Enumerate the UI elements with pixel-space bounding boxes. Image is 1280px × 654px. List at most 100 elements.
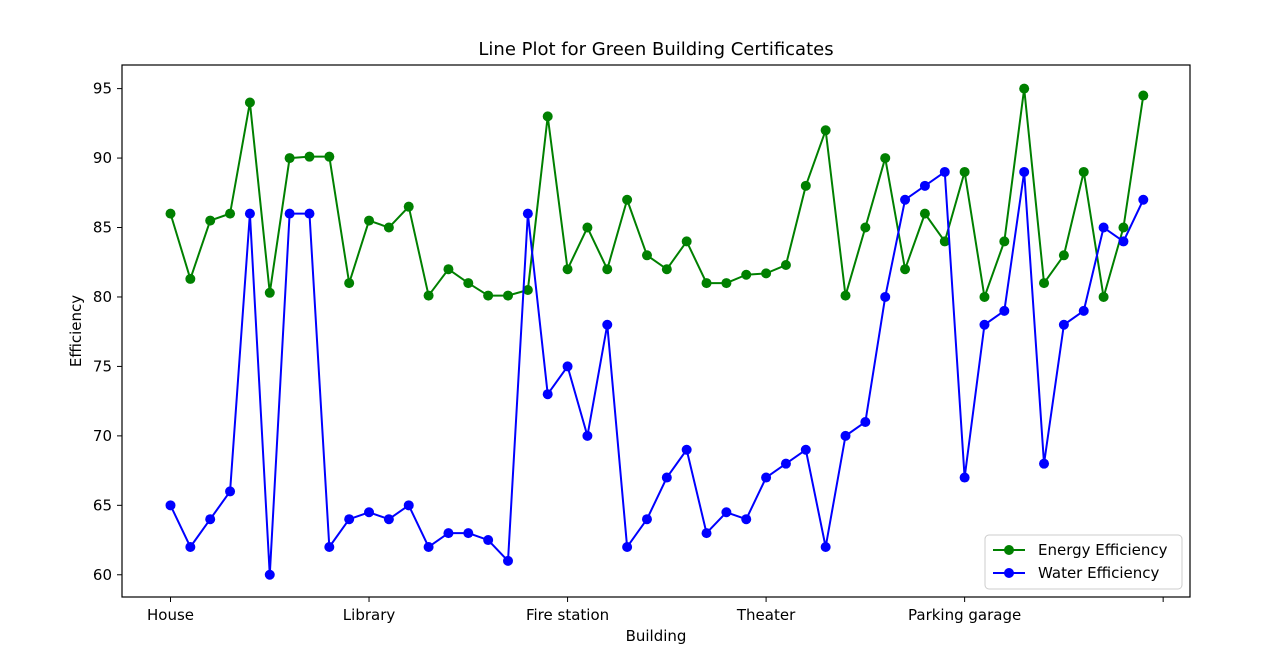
- data-point: [542, 111, 553, 122]
- plot-area-frame: [121, 64, 1191, 598]
- y-tick-label: 65: [93, 496, 112, 514]
- data-point: [205, 215, 216, 226]
- data-point: [1019, 83, 1030, 94]
- data-point: [1098, 291, 1109, 302]
- data-point: [959, 472, 970, 483]
- data-point: [423, 290, 434, 301]
- data-point: [284, 208, 295, 219]
- data-point: [900, 194, 911, 205]
- data-point: [344, 514, 355, 525]
- data-point: [919, 180, 930, 191]
- data-point: [1039, 278, 1050, 289]
- legend-label: Energy Efficiency: [1038, 541, 1168, 559]
- data-point: [562, 264, 573, 275]
- data-point: [522, 208, 533, 219]
- data-point: [860, 416, 871, 427]
- data-point: [1058, 250, 1069, 261]
- y-tick-label: 95: [93, 80, 112, 98]
- data-point: [1118, 236, 1129, 247]
- data-point: [364, 507, 375, 518]
- x-axis-label: Building: [626, 627, 687, 645]
- legend-item: Energy Efficiency: [993, 541, 1168, 559]
- legend-swatch-marker: [1004, 545, 1014, 555]
- data-point: [503, 290, 514, 301]
- data-point: [165, 500, 176, 511]
- data-point: [1039, 458, 1050, 469]
- data-point: [681, 236, 692, 247]
- data-point: [1118, 222, 1129, 233]
- data-point: [1078, 166, 1089, 177]
- data-point: [959, 166, 970, 177]
- data-point: [880, 291, 891, 302]
- data-point: [1138, 194, 1149, 205]
- data-point: [939, 236, 950, 247]
- data-point: [721, 278, 732, 289]
- series-line: [169, 87, 1145, 298]
- legend-swatch-marker: [1004, 568, 1014, 578]
- data-point: [185, 273, 196, 284]
- data-point: [483, 290, 494, 301]
- data-point: [780, 458, 791, 469]
- data-point: [602, 264, 613, 275]
- legend-item: Water Efficiency: [993, 564, 1159, 582]
- data-point: [244, 97, 255, 108]
- data-point: [364, 215, 375, 226]
- data-point: [979, 319, 990, 330]
- data-point: [264, 569, 275, 580]
- data-point: [1078, 305, 1089, 316]
- data-point: [979, 291, 990, 302]
- data-point: [840, 290, 851, 301]
- data-point: [165, 208, 176, 219]
- data-point: [304, 208, 315, 219]
- data-point: [403, 201, 414, 212]
- data-point: [1019, 166, 1030, 177]
- y-tick-label: 85: [93, 219, 112, 237]
- data-point: [383, 514, 394, 525]
- data-point: [939, 166, 950, 177]
- data-point: [522, 285, 533, 296]
- data-point: [443, 528, 454, 539]
- data-point: [761, 268, 772, 279]
- y-tick-label: 90: [93, 149, 112, 167]
- data-point: [919, 208, 930, 219]
- data-point: [244, 208, 255, 219]
- data-point: [383, 222, 394, 233]
- data-point: [999, 305, 1010, 316]
- data-point: [582, 222, 593, 233]
- data-point: [264, 287, 275, 298]
- data-point: [225, 208, 236, 219]
- data-point: [463, 528, 474, 539]
- data-point: [403, 500, 414, 511]
- data-point: [741, 269, 752, 280]
- data-point: [443, 264, 454, 275]
- data-point: [741, 514, 752, 525]
- data-point: [562, 361, 573, 372]
- data-point: [1098, 222, 1109, 233]
- y-tick-label: 75: [93, 357, 112, 375]
- x-tick-label: Library: [343, 606, 396, 624]
- series-line: [169, 170, 1145, 576]
- data-point: [483, 535, 494, 546]
- data-point: [820, 125, 831, 136]
- data-point: [423, 541, 434, 552]
- data-point: [900, 264, 911, 275]
- data-point: [1138, 90, 1149, 101]
- data-point: [661, 472, 672, 483]
- y-axis-label: Efficiency: [67, 295, 85, 367]
- data-point: [185, 541, 196, 552]
- data-point: [800, 180, 811, 191]
- data-point: [860, 222, 871, 233]
- data-point: [840, 430, 851, 441]
- data-point: [602, 319, 613, 330]
- y-tick-label: 80: [93, 288, 112, 306]
- data-point: [344, 278, 355, 289]
- series-energy-efficiency: [165, 83, 1149, 302]
- data-point: [641, 514, 652, 525]
- data-point: [761, 472, 772, 483]
- legend-label: Water Efficiency: [1038, 564, 1159, 582]
- data-point: [661, 264, 672, 275]
- x-tick-label: Fire station: [526, 606, 609, 624]
- data-point: [205, 514, 216, 525]
- data-point: [800, 444, 811, 455]
